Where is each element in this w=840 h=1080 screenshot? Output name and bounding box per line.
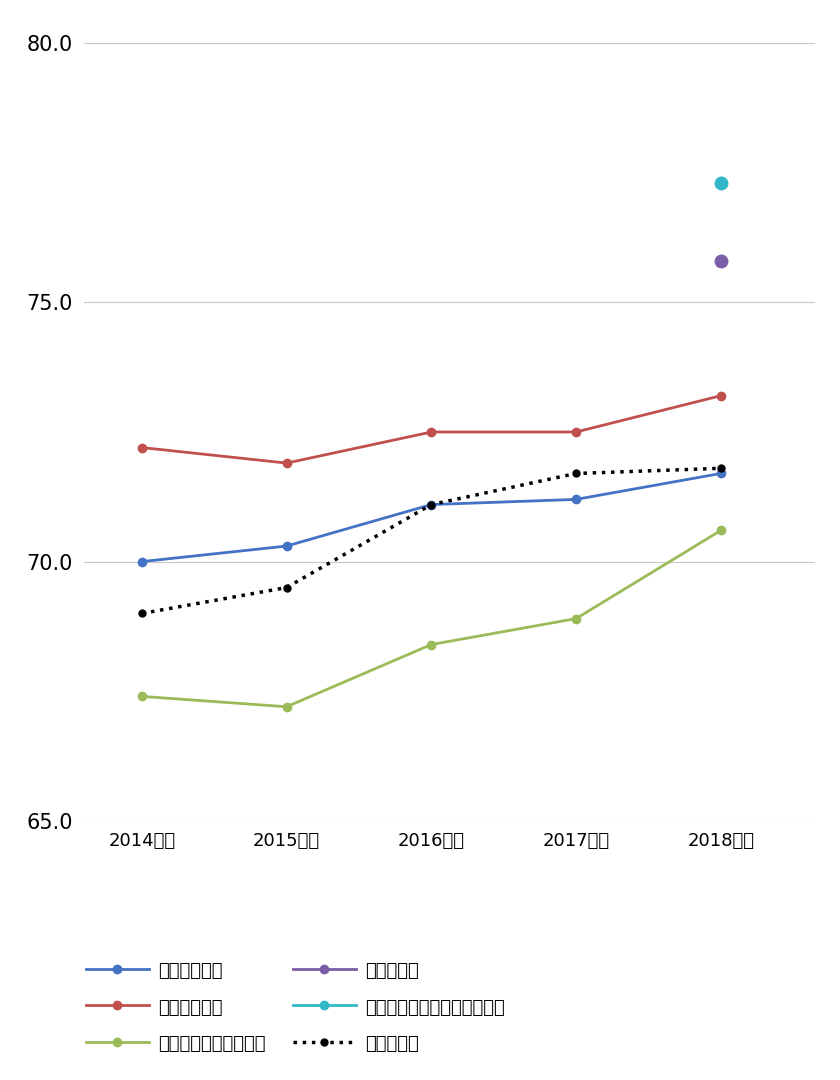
Legend: 生命保険平均, 損害保険平均, クレジットカード平均, 映画館平均, レンタカー／カーシェア平均, 全業種平均: 生命保険平均, 損害保険平均, クレジットカード平均, 映画館平均, レンタカー… xyxy=(86,962,505,1053)
